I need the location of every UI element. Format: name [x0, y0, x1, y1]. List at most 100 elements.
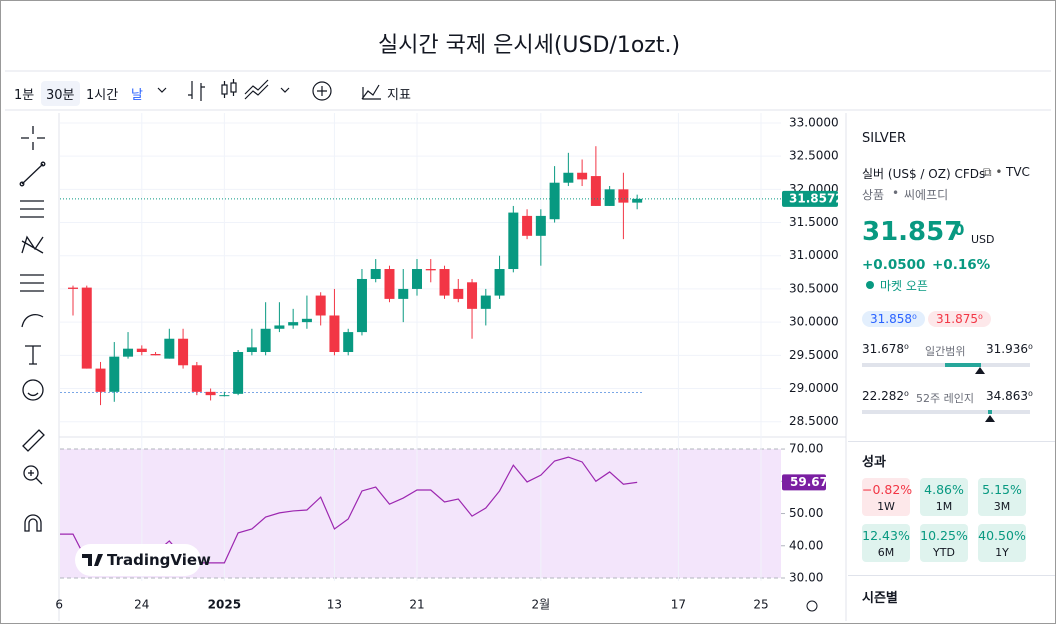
- divider: [848, 575, 1055, 576]
- candle-body: [205, 391, 216, 396]
- y-tick-label: 30.5000: [789, 281, 839, 295]
- week-label: 52주 레인지: [916, 392, 974, 405]
- candle-body: [508, 212, 519, 270]
- performance-value: 12.43%: [862, 528, 910, 543]
- performance-tile: −0.82% 1W: [862, 478, 913, 516]
- y-tick-label: 31.0000: [789, 248, 839, 262]
- performance-tile: 10.25% YTD: [920, 524, 968, 562]
- day-low: 31.678⁰: [862, 342, 909, 356]
- performance-period: YTD: [933, 546, 955, 559]
- candle-body: [577, 172, 588, 180]
- indicators-button[interactable]: 지표: [387, 88, 411, 103]
- week-low: 22.282⁰: [862, 389, 909, 403]
- x-tick-label: 2025: [208, 598, 241, 612]
- day-range-marker: [975, 367, 985, 374]
- candle-body: [274, 325, 285, 329]
- rsi-tick-label: 30.00: [789, 571, 823, 585]
- candle-body: [288, 322, 299, 326]
- candle-body: [329, 315, 340, 353]
- candle-body: [150, 353, 161, 356]
- performance-value: 10.25%: [920, 528, 968, 543]
- candle-body: [604, 189, 615, 206]
- currency: USD: [971, 233, 995, 246]
- performance-period: 1Y: [995, 546, 1009, 559]
- rsi-tick-label: 50.00: [789, 506, 823, 520]
- divider: [848, 441, 1055, 442]
- symbol-panel: SILVER 실버 (US$ / OZ) CFDs ⧉ • TVC 상품 • 씨…: [848, 113, 1055, 623]
- separator: •: [892, 186, 900, 200]
- category: 상품: [862, 188, 885, 202]
- seasonal-title: 시즌별: [862, 591, 898, 606]
- watermark-bg: TradingView: [75, 544, 211, 576]
- plot: [60, 113, 781, 581]
- x-tick-label: 25: [753, 598, 768, 612]
- day-range-fill: [945, 363, 981, 367]
- interval-button[interactable]: 날: [131, 88, 143, 103]
- x-tick-label: 13: [327, 598, 342, 612]
- price: 31.857: [862, 217, 963, 247]
- candle-body: [81, 287, 92, 369]
- y-tick-label: 29.0000: [789, 381, 839, 395]
- interval-button[interactable]: 1분: [14, 88, 35, 103]
- exchange: TVC: [1006, 165, 1030, 179]
- candle-body: [136, 348, 147, 353]
- performance-tile: 40.50% 1Y: [978, 524, 1026, 562]
- subcategory: 씨에프디: [904, 188, 949, 202]
- ask: 31.875⁰: [928, 311, 991, 327]
- candle-body: [412, 269, 422, 289]
- candle-body: [522, 215, 533, 236]
- candle-body: [233, 352, 244, 394]
- candle-body: [549, 182, 560, 220]
- settings-icon[interactable]: [806, 600, 818, 612]
- tool-icons[interactable]: [19, 126, 46, 532]
- performance-period: 1M: [935, 500, 953, 513]
- performance-period: 3M: [993, 500, 1011, 513]
- last-price-label: 31.8572: [789, 191, 844, 205]
- day-label: 일간범위: [925, 345, 966, 358]
- x-tick-label: 17: [671, 598, 686, 612]
- candle-body: [356, 278, 367, 333]
- performance-period: 1W: [877, 500, 895, 513]
- page-title: 실시간 국제 은시세(USD/1ozt.): [377, 33, 681, 58]
- candle-body: [315, 295, 326, 316]
- x-tick-label: 2월: [531, 598, 550, 612]
- interval-button[interactable]: 1시간: [86, 88, 119, 103]
- status: 마켓 오픈: [880, 279, 928, 293]
- performance-value: 40.50%: [978, 528, 1026, 543]
- candle-body: [123, 348, 134, 357]
- performance-tile: 4.86% 1M: [920, 478, 968, 516]
- candle-body: [109, 356, 120, 392]
- y-tick-label: 30.0000: [789, 315, 839, 329]
- rsi-tick-label: 70.00: [789, 442, 823, 456]
- performance-value: −0.82%: [862, 482, 913, 497]
- candle-body: [494, 269, 505, 296]
- week-range-marker: [985, 415, 995, 422]
- performance-tile: 5.15% 3M: [978, 478, 1026, 516]
- y-tick-label: 28.5000: [789, 414, 839, 428]
- last-price-box: [782, 190, 838, 207]
- candle-body: [439, 269, 450, 296]
- interval-button[interactable]: 30분: [41, 81, 80, 106]
- candle-body: [535, 215, 546, 236]
- watermark: TradingView: [107, 551, 211, 569]
- candle-body: [467, 282, 478, 309]
- external-link-icon[interactable]: ⧉ •: [983, 165, 1003, 179]
- performance-value: 4.86%: [924, 482, 964, 497]
- candle-body: [632, 198, 643, 203]
- candle-body: [219, 395, 230, 397]
- candle-body: [618, 189, 629, 203]
- symbol: SILVER: [862, 131, 907, 146]
- status-dot: [866, 281, 874, 289]
- performance-title: 성과: [862, 455, 886, 470]
- candle-body: [398, 288, 409, 299]
- x-tick-label: 6: [55, 598, 63, 612]
- toolbar-icons[interactable]: [157, 79, 381, 101]
- price-sup: 0: [954, 221, 965, 239]
- candle-body: [425, 269, 436, 271]
- candle-body: [590, 176, 601, 206]
- rsi-last-label: 59.67: [790, 475, 828, 489]
- candle-body: [68, 287, 78, 289]
- performance-value: 5.15%: [982, 482, 1022, 497]
